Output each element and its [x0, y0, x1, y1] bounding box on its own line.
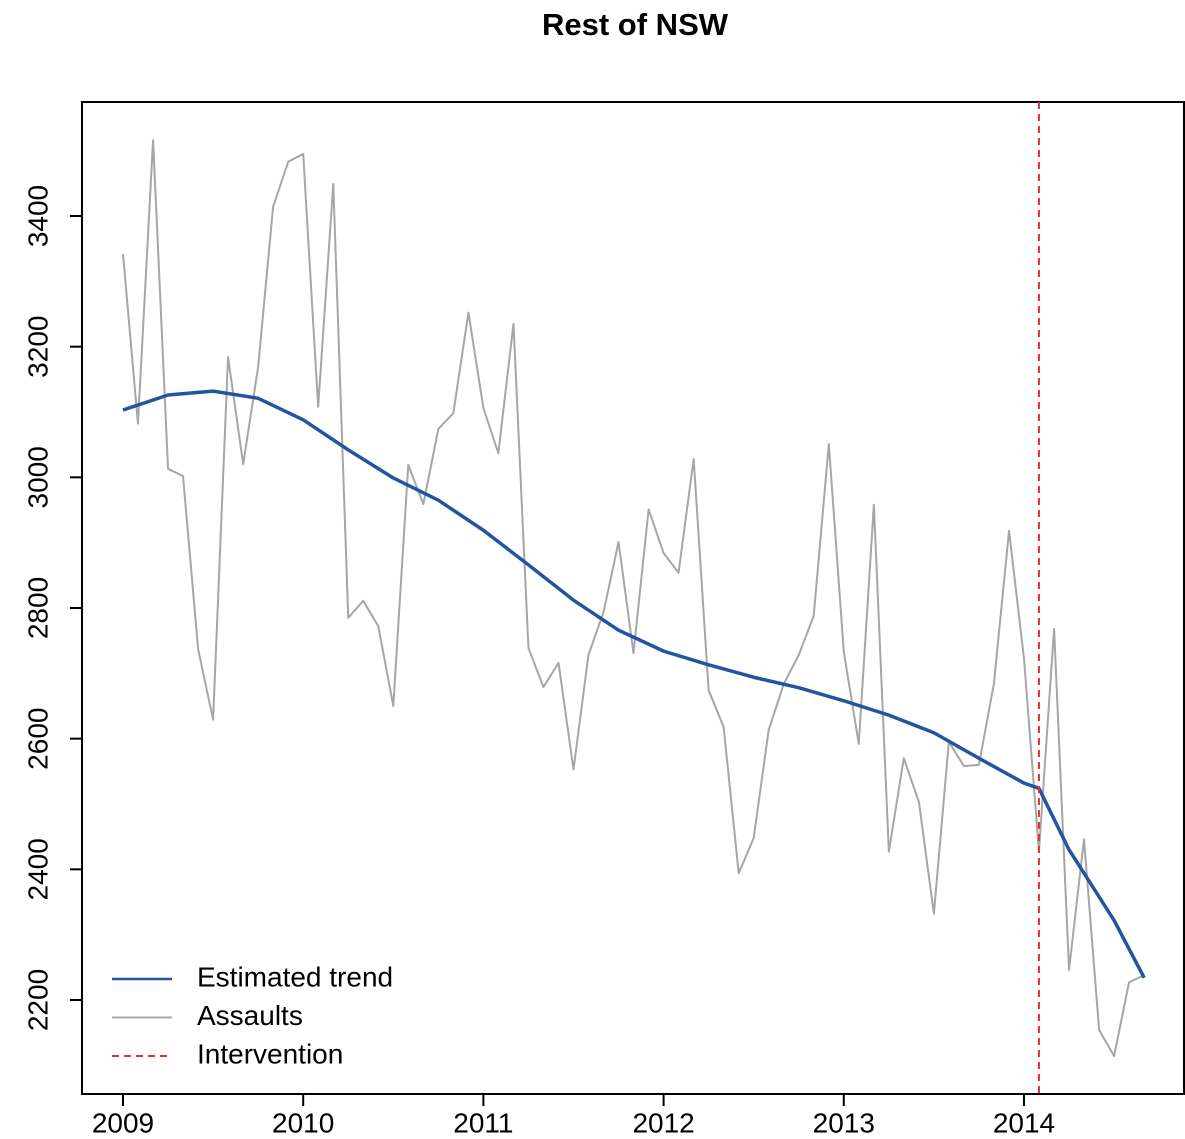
y-tick-label: 2400 [22, 838, 53, 900]
x-tick-label: 2011 [453, 1107, 513, 1138]
legend-label: Intervention [197, 1038, 343, 1069]
y-tick-label: 2800 [22, 577, 53, 639]
plot-frame [81, 101, 1185, 1095]
series-line [122, 389, 1146, 979]
y-tick-label: 3000 [22, 446, 53, 508]
x-tick-label: 2009 [92, 1107, 154, 1138]
x-tick-label: 2014 [993, 1107, 1055, 1138]
chart-title: Rest of NSW [542, 7, 729, 42]
x-tick-label: 2010 [272, 1107, 334, 1138]
legend-label: Assaults [197, 1000, 303, 1031]
y-tick-label: 2600 [22, 708, 53, 770]
series-line [121, 139, 1145, 1058]
y-tick-label: 2200 [22, 969, 53, 1031]
x-tick-label: 2012 [632, 1107, 694, 1138]
y-tick-label: 3200 [22, 316, 53, 378]
legend-label: Estimated trend [197, 961, 393, 992]
y-tick-label: 3400 [22, 185, 53, 247]
x-tick-label: 2013 [813, 1107, 875, 1138]
